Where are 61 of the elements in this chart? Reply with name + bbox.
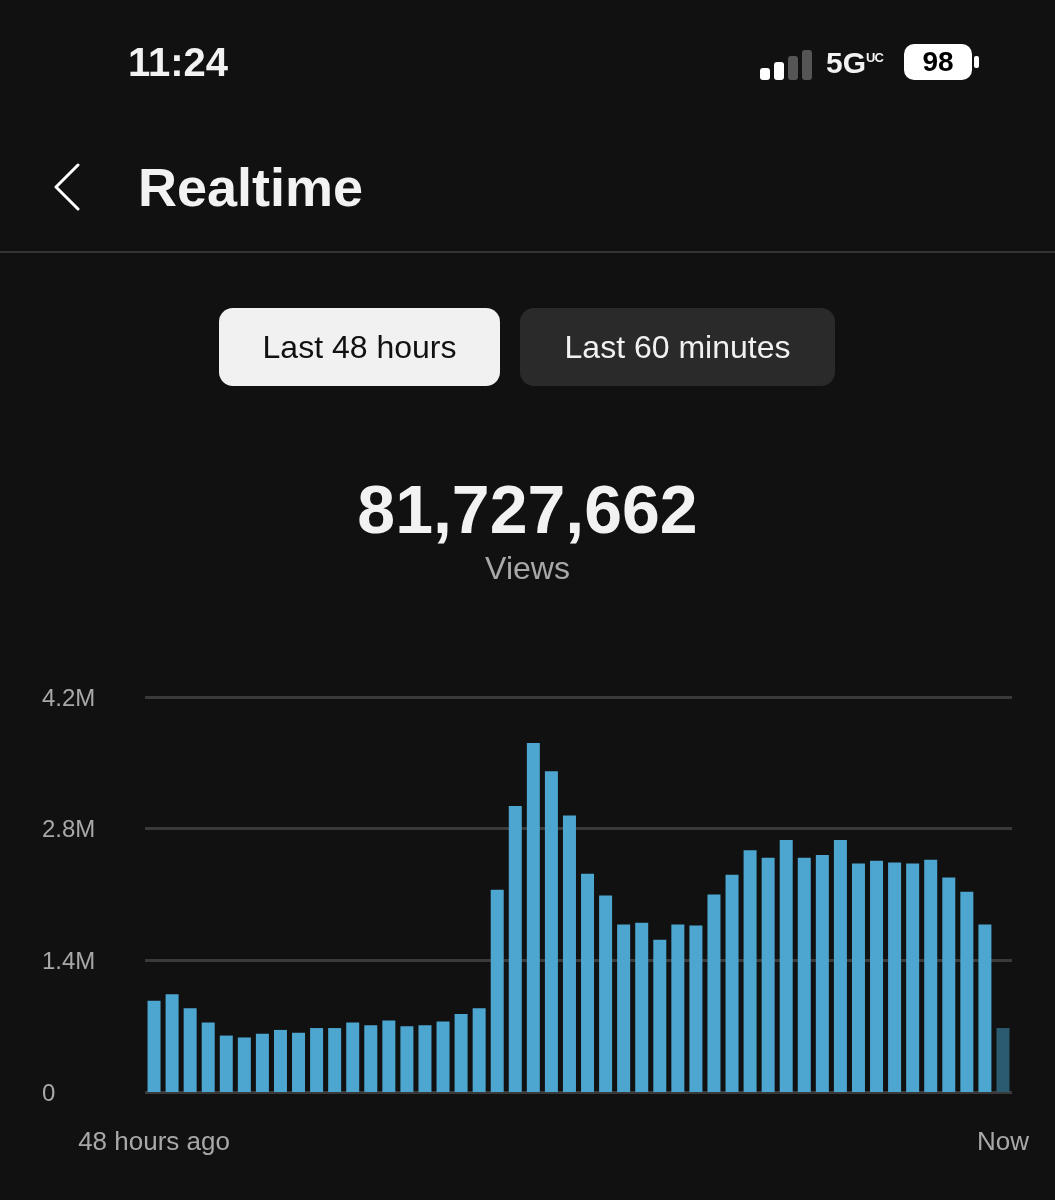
bar — [924, 859, 938, 1092]
bar — [255, 1033, 269, 1092]
bar — [599, 895, 613, 1092]
bar — [147, 1000, 161, 1092]
bar — [328, 1028, 342, 1092]
bar — [508, 806, 522, 1092]
bar — [490, 889, 504, 1092]
bar — [562, 815, 576, 1092]
bar — [292, 1032, 306, 1092]
bar — [436, 1021, 450, 1092]
bar — [960, 891, 974, 1092]
bar — [183, 1008, 197, 1092]
bar — [978, 924, 992, 1092]
bar — [472, 1008, 486, 1092]
bar — [996, 1028, 1010, 1092]
bar — [237, 1037, 251, 1092]
x-tick-label: 48 hours ago — [78, 1126, 230, 1156]
y-tick-label: 4.2M — [42, 683, 96, 711]
bar — [906, 863, 920, 1092]
bar — [165, 994, 179, 1092]
bar — [671, 924, 685, 1092]
text: 5G$^{UC}$ — [826, 46, 883, 80]
bar — [761, 857, 775, 1092]
text: Last 48 hours — [219, 308, 500, 386]
bar — [833, 839, 847, 1092]
bar — [454, 1013, 468, 1092]
text: 81,727,662 — [356, 470, 699, 548]
text: Views — [484, 550, 571, 587]
bar — [346, 1022, 360, 1092]
bar — [581, 873, 595, 1092]
bar — [400, 1026, 414, 1092]
bar — [707, 894, 721, 1092]
bar — [743, 850, 757, 1092]
bar — [779, 839, 793, 1092]
y-tick-label: 0 — [42, 1078, 56, 1106]
bar — [815, 855, 829, 1092]
bar — [797, 857, 811, 1092]
bar — [689, 925, 703, 1092]
bar — [870, 860, 884, 1092]
text: Last 60 minutes — [520, 308, 835, 386]
bar — [526, 743, 540, 1092]
bar — [364, 1025, 378, 1092]
bar — [725, 874, 739, 1092]
bar — [310, 1028, 324, 1092]
bar — [273, 1029, 287, 1092]
bar — [635, 922, 649, 1092]
bar — [201, 1022, 215, 1092]
y-tick-label: 1.4M — [42, 946, 96, 974]
chart-title: Realtime — [138, 156, 364, 218]
text: 11:24 — [128, 40, 229, 85]
bar — [942, 877, 956, 1092]
bar — [382, 1020, 396, 1092]
bar — [888, 862, 902, 1092]
bar — [418, 1025, 432, 1092]
bar — [544, 771, 558, 1092]
bar — [851, 863, 865, 1092]
y-tick-label: 2.8M — [42, 815, 96, 843]
bar — [653, 939, 667, 1092]
x-tick-label: Now — [976, 1126, 1030, 1156]
bar — [219, 1035, 233, 1092]
bar — [617, 924, 631, 1092]
